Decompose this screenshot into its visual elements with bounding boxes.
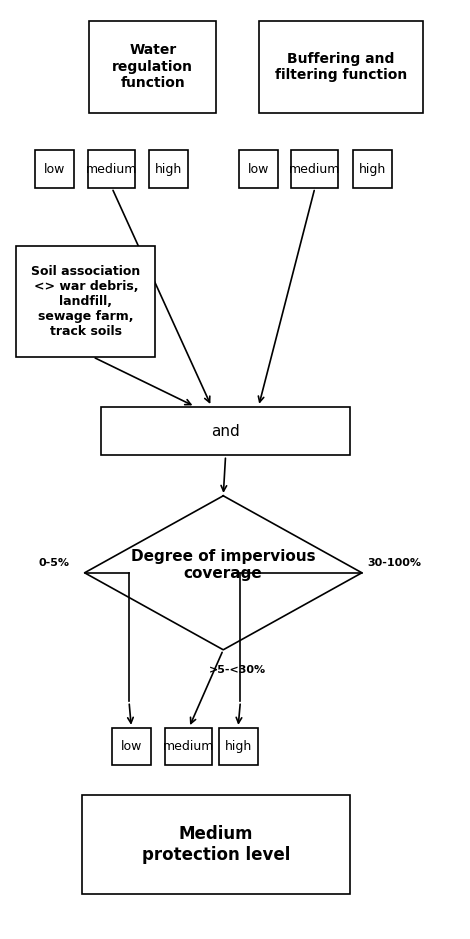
Text: high: high xyxy=(156,162,182,176)
Text: medium: medium xyxy=(289,162,341,176)
Text: medium: medium xyxy=(86,162,138,176)
Text: Buffering and
filtering function: Buffering and filtering function xyxy=(274,52,407,82)
FancyBboxPatch shape xyxy=(165,728,212,765)
Text: high: high xyxy=(359,162,385,176)
FancyBboxPatch shape xyxy=(149,150,188,188)
Text: low: low xyxy=(44,162,65,176)
Text: 0-5%: 0-5% xyxy=(39,559,70,568)
FancyBboxPatch shape xyxy=(239,150,278,188)
FancyBboxPatch shape xyxy=(16,246,155,357)
Text: Degree of impervious
coverage: Degree of impervious coverage xyxy=(131,549,315,581)
FancyBboxPatch shape xyxy=(112,728,151,765)
FancyBboxPatch shape xyxy=(35,150,74,188)
Text: Water
regulation
function: Water regulation function xyxy=(112,43,193,90)
FancyBboxPatch shape xyxy=(258,21,423,113)
Text: high: high xyxy=(225,740,251,753)
Text: medium: medium xyxy=(163,740,215,753)
FancyBboxPatch shape xyxy=(82,795,350,894)
FancyBboxPatch shape xyxy=(88,150,135,188)
FancyBboxPatch shape xyxy=(352,150,392,188)
FancyBboxPatch shape xyxy=(219,728,258,765)
FancyBboxPatch shape xyxy=(101,407,350,455)
Text: Medium
protection level: Medium protection level xyxy=(142,825,290,864)
Text: low: low xyxy=(248,162,269,176)
Text: low: low xyxy=(121,740,142,753)
FancyBboxPatch shape xyxy=(291,150,338,188)
FancyBboxPatch shape xyxy=(89,21,216,113)
Text: 30-100%: 30-100% xyxy=(368,559,422,568)
Text: and: and xyxy=(211,423,240,439)
Text: >5-<30%: >5-<30% xyxy=(209,666,266,675)
Text: Soil association
<> war debris,
landfill,
sewage farm,
track soils: Soil association <> war debris, landfill… xyxy=(31,265,141,338)
